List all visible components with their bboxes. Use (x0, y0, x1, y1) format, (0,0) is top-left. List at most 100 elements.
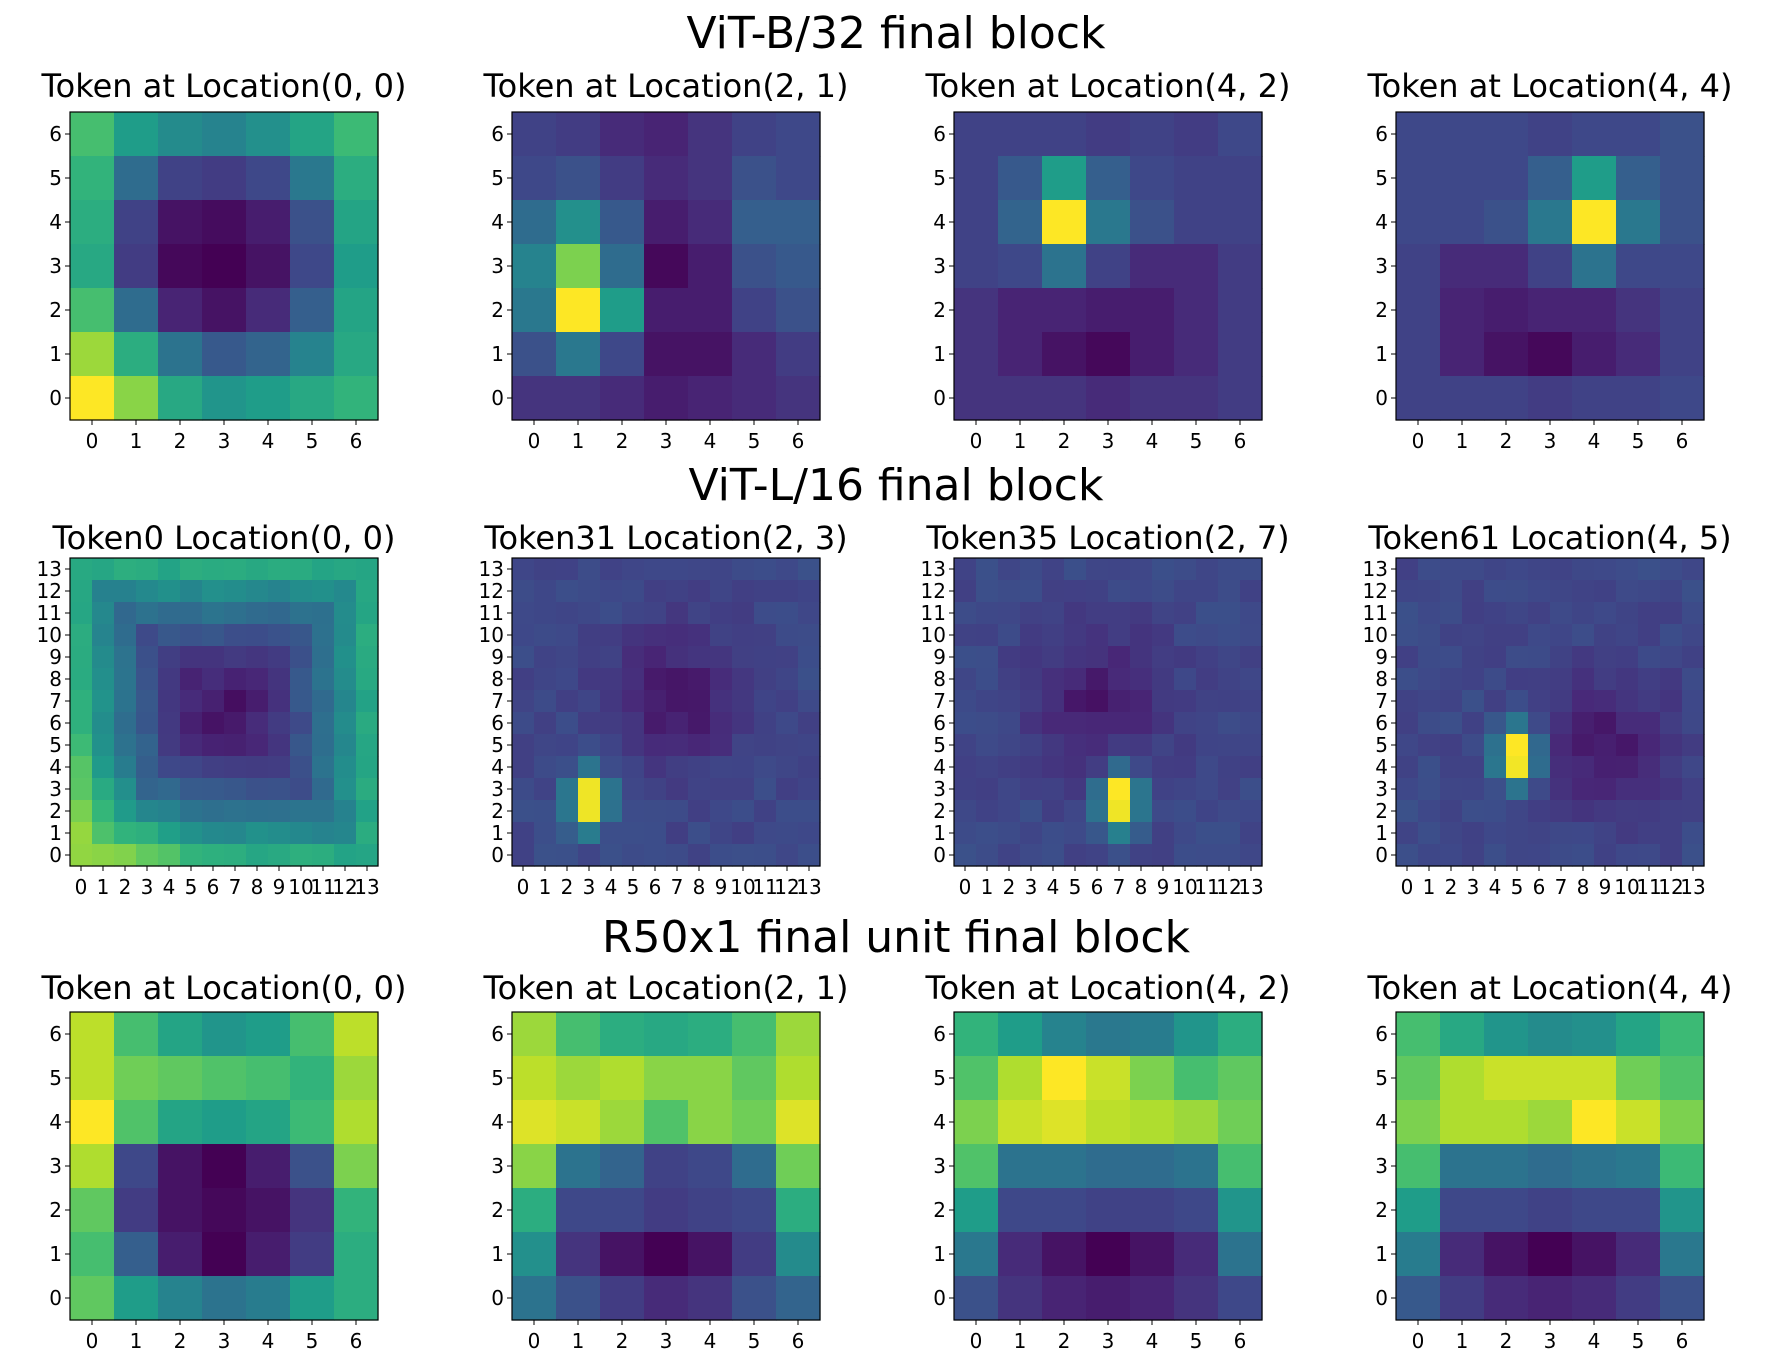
heatmap-cell (1064, 580, 1087, 603)
heatmap-cell (1396, 1232, 1441, 1277)
heatmap-cell (1042, 558, 1065, 581)
heatmap-cell (1616, 1188, 1661, 1233)
heatmap-cell (1174, 1056, 1219, 1101)
heatmap-cell (1396, 822, 1419, 845)
heatmap-cell (290, 1232, 335, 1277)
heatmap-cell (1572, 1144, 1617, 1189)
heatmap-cell (1196, 646, 1219, 669)
heatmap-cell (1484, 822, 1507, 845)
heatmap-cell (1572, 822, 1595, 845)
heatmap-cell (1462, 646, 1485, 669)
heatmap-cell (180, 844, 203, 867)
heatmap-cell (976, 712, 999, 735)
heatmap-cell (114, 712, 137, 735)
heatmap-cell (1130, 646, 1153, 669)
heatmap-cell (1086, 756, 1109, 779)
y-tick-label: 4 (933, 755, 946, 779)
heatmap-cell (202, 668, 225, 691)
heatmap-cell (1152, 580, 1175, 603)
heatmap-cell (70, 200, 115, 245)
heatmap-cell (356, 712, 379, 735)
heatmap-cell (1528, 200, 1573, 245)
heatmap-cell (512, 1144, 557, 1189)
heatmap-cell (1042, 712, 1065, 735)
heatmap-cell (1064, 558, 1087, 581)
heatmap-cell (334, 800, 357, 823)
y-tick-label: 5 (49, 166, 62, 190)
heatmap-cell (1572, 1012, 1617, 1057)
heatmap-cell (224, 734, 247, 757)
heatmap-cell (1484, 844, 1507, 867)
heatmap-cell (1440, 288, 1485, 333)
heatmap-cell (644, 200, 689, 245)
y-tick-label: 0 (933, 1286, 946, 1310)
y-tick-label: 5 (491, 1066, 504, 1090)
heatmap-cell (1484, 668, 1507, 691)
heatmap-cell (224, 668, 247, 691)
heatmap-cell (1418, 778, 1441, 801)
heatmap-cell (1130, 244, 1175, 289)
heatmap-cell (202, 1100, 247, 1145)
heatmap-cell (688, 1056, 733, 1101)
heatmap-cell (1042, 778, 1065, 801)
heatmap-cell (1240, 712, 1263, 735)
heatmap-cell (1042, 580, 1065, 603)
heatmap-cell (1196, 624, 1219, 647)
y-tick-label: 3 (491, 777, 504, 801)
heatmap-cell (1616, 200, 1661, 245)
heatmap-cell (954, 558, 977, 581)
heatmap-cell (644, 558, 667, 581)
heatmap-cell (312, 602, 335, 625)
y-tick-label: 4 (491, 210, 504, 234)
heatmap-cell (798, 646, 821, 669)
heatmap-cell (356, 558, 379, 581)
x-tick-label: 6 (1091, 875, 1104, 899)
heatmap-cell (1594, 690, 1617, 713)
heatmap-cell (1638, 844, 1661, 867)
heatmap-cell (776, 288, 821, 333)
heatmap-cell (732, 332, 777, 377)
heatmap-cell (1572, 668, 1595, 691)
y-tick-label: 2 (491, 799, 504, 823)
heatmap-cell (1506, 734, 1529, 757)
heatmap-cell (158, 1232, 203, 1277)
x-tick-label: 1 (1014, 1329, 1027, 1353)
x-tick-label: 5 (1632, 429, 1645, 453)
heatmap-cell (1440, 580, 1463, 603)
heatmap-cell (512, 558, 535, 581)
x-tick-label: 0 (86, 429, 99, 453)
heatmap-cell (290, 712, 313, 735)
heatmap-cell (290, 1012, 335, 1057)
y-tick-label: 4 (933, 1110, 946, 1134)
heatmap-cell (246, 200, 291, 245)
heatmap-cell (776, 690, 799, 713)
heatmap-cell (158, 112, 203, 157)
heatmap-cell (1130, 156, 1175, 201)
heatmap-cell (710, 844, 733, 867)
heatmap-cell (1440, 244, 1485, 289)
x-tick-label: 2 (174, 429, 187, 453)
y-tick-label: 0 (1375, 1286, 1388, 1310)
heatmap-cell (1528, 756, 1551, 779)
x-tick-label: 4 (1588, 1329, 1601, 1353)
heatmap-cell (1042, 602, 1065, 625)
heatmap-cell (954, 200, 999, 245)
heatmap-cell (754, 734, 777, 757)
heatmap-title: Token0 Location(0, 0) (10, 518, 438, 558)
heatmap-cell (1174, 1012, 1219, 1057)
heatmap-cell (246, 244, 291, 289)
heatmap-cell (1020, 690, 1043, 713)
heatmap-cell (1152, 734, 1175, 757)
heatmap-cell (202, 156, 247, 201)
heatmap-cell (1042, 624, 1065, 647)
heatmap-cell (1506, 646, 1529, 669)
heatmap-cell (1174, 778, 1197, 801)
heatmap-cell (1660, 668, 1683, 691)
heatmap-cell (334, 1100, 379, 1145)
heatmap-cell (688, 288, 733, 333)
heatmap-cell (70, 1144, 115, 1189)
heatmap-cell (1506, 602, 1529, 625)
heatmap-cell (976, 734, 999, 757)
heatmap-cell (998, 1232, 1043, 1277)
heatmap-cell (334, 200, 379, 245)
